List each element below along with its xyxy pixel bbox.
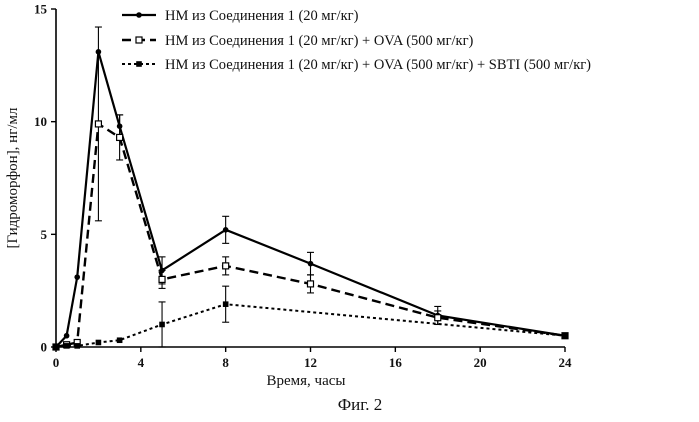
legend-label: НМ из Соединения 1 (20 мг/кг) + OVA (500… [165,57,591,73]
data-point [95,339,102,346]
data-point [307,260,314,267]
data-point [136,61,142,67]
data-point [159,321,165,328]
data-point [135,36,143,44]
x-tick-label: 12 [304,355,317,370]
x-axis-label: Время, часы [267,373,346,389]
data-point [53,344,59,350]
series-2 [52,26,569,351]
data-point [63,343,70,349]
y-tick-label: 10 [34,114,47,129]
figure-caption: Фиг. 2 [338,395,383,414]
data-point [74,343,81,349]
axis-ticks: 0 4 8 12 16 20 24 0 5 10 15 [34,2,572,371]
data-point [434,314,442,322]
data-point [562,332,568,339]
y-axis-label: [Гидроморфон], нг/мл [5,107,21,249]
series-layer [52,26,569,351]
data-point [94,120,103,128]
series-line [55,122,566,349]
series-1 [53,49,568,350]
data-point [222,301,229,307]
series-3 [53,285,568,350]
data-point [74,274,81,280]
x-tick-label: 20 [474,355,487,370]
x-tick-label: 4 [138,355,145,370]
y-tick-label: 5 [41,227,48,242]
x-tick-label: 8 [222,355,229,370]
legend-label: НМ из Соединения 1 (20 мг/кг) [165,8,359,24]
y-tick-label: 15 [34,2,48,17]
x-tick-label: 24 [559,355,573,370]
y-tick-label: 0 [41,340,48,355]
x-tick-label: 0 [53,355,60,370]
data-point [158,275,166,283]
x-tick-label: 16 [389,355,403,370]
data-point [306,280,315,288]
legend-label: НМ из Соединения 1 (20 мг/кг) + OVA (500… [165,33,474,49]
data-point [116,133,124,142]
series-line [55,50,566,348]
data-point [222,262,230,270]
legend: НМ из Соединения 1 (20 мг/кг) НМ из Соеди… [122,8,591,73]
data-point [116,337,123,344]
data-point [222,227,229,233]
data-point [63,332,70,339]
data-point [136,12,142,18]
